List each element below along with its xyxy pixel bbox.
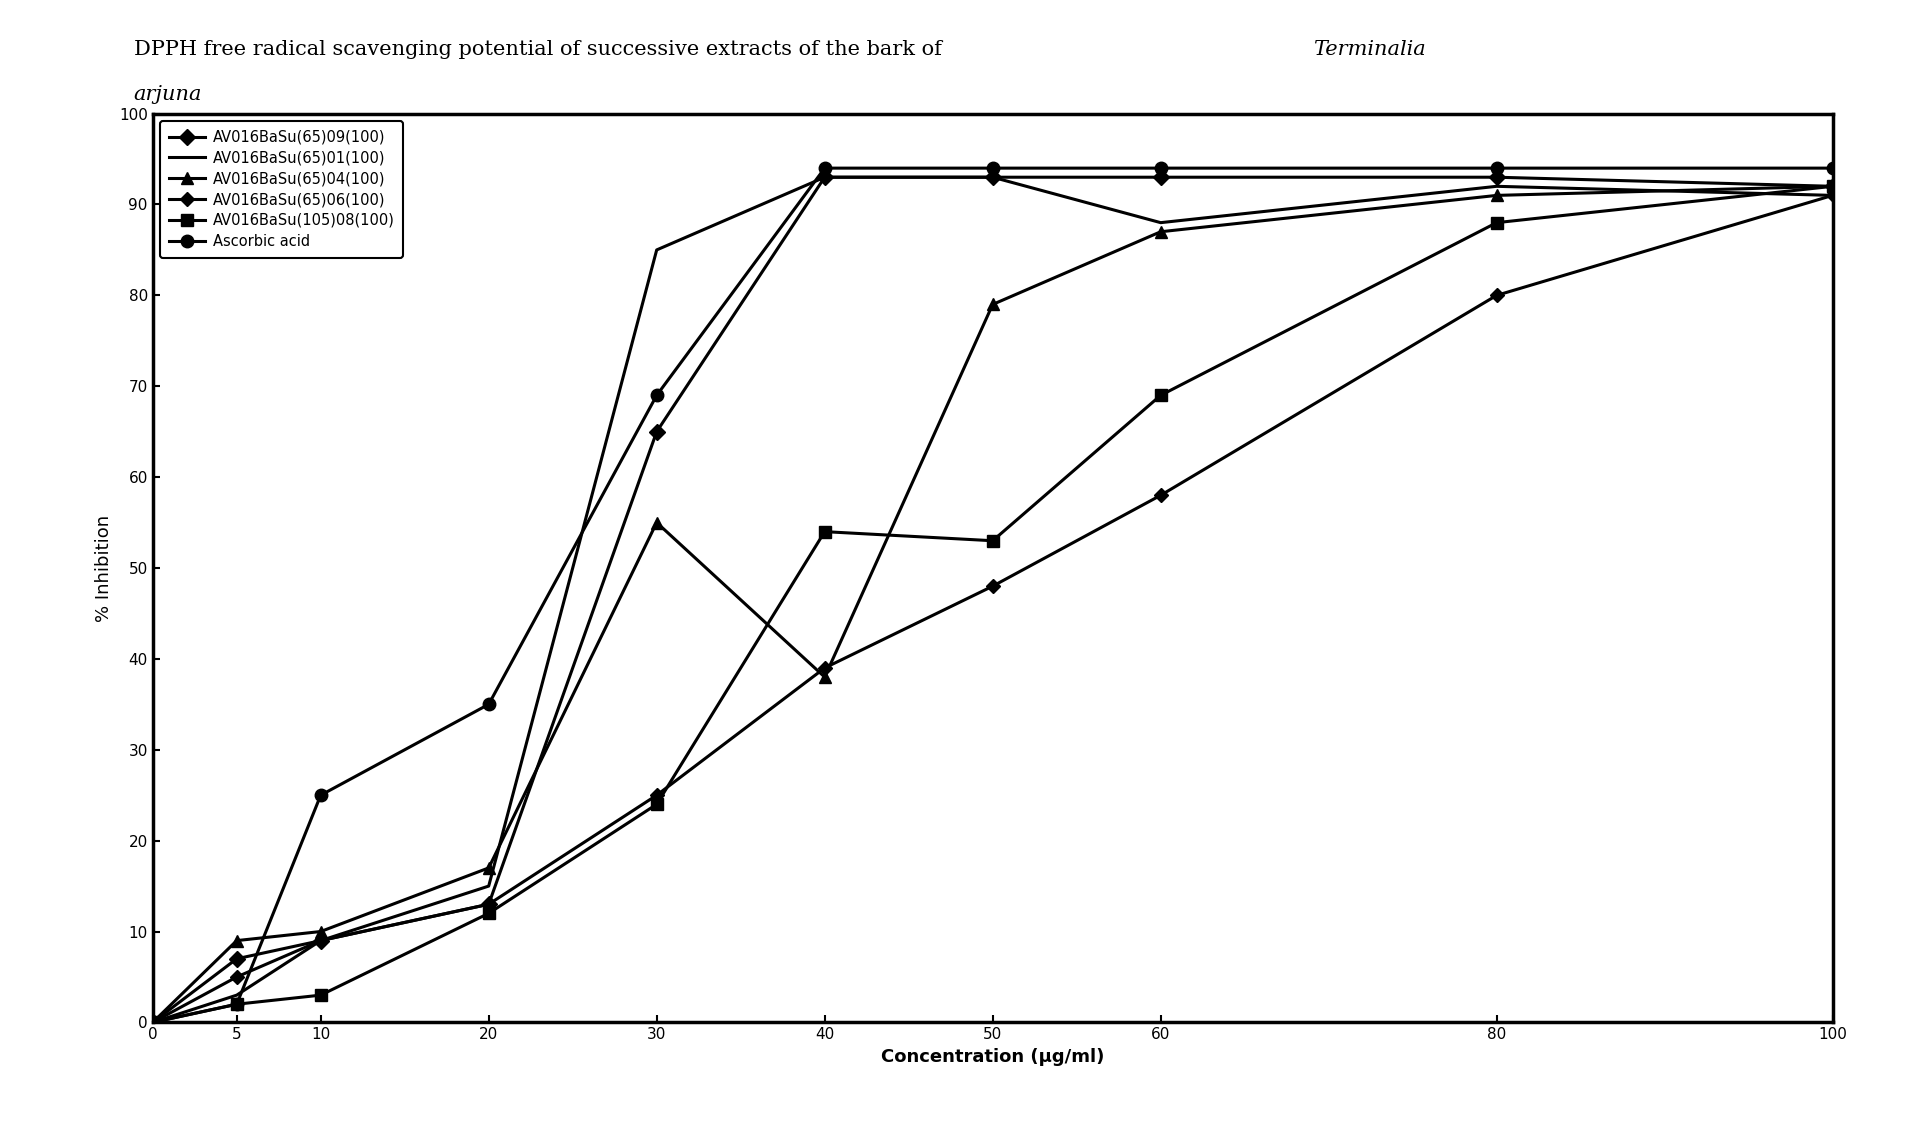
AV016BaSu(65)04(100): [1149, 225, 1172, 239]
AV016BaSu(65)01(100): [141, 1016, 164, 1029]
Ascorbic acid: [645, 389, 668, 402]
AV016BaSu(65)06(100): [1821, 189, 1844, 202]
AV016BaSu(65)09(100): [477, 897, 500, 911]
AV016BaSu(105)08(100): [477, 907, 500, 920]
AV016BaSu(65)04(100): [141, 1016, 164, 1029]
AV016BaSu(65)06(100): [645, 788, 668, 802]
AV016BaSu(105)08(100): [141, 1016, 164, 1029]
AV016BaSu(105)08(100): [1821, 179, 1844, 193]
AV016BaSu(65)04(100): [1485, 189, 1508, 202]
AV016BaSu(65)01(100): [477, 879, 500, 893]
AV016BaSu(65)06(100): [813, 661, 836, 675]
AV016BaSu(65)09(100): [1821, 179, 1844, 193]
AV016BaSu(65)04(100): [981, 298, 1004, 311]
Ascorbic acid: [981, 161, 1004, 175]
Line: AV016BaSu(65)09(100): AV016BaSu(65)09(100): [147, 172, 1838, 1028]
AV016BaSu(65)06(100): [1485, 289, 1508, 302]
AV016BaSu(65)01(100): [813, 170, 836, 184]
AV016BaSu(65)01(100): [645, 243, 668, 257]
AV016BaSu(65)09(100): [309, 934, 332, 947]
AV016BaSu(65)01(100): [981, 170, 1004, 184]
Line: AV016BaSu(65)01(100): AV016BaSu(65)01(100): [153, 177, 1833, 1022]
AV016BaSu(65)09(100): [645, 425, 668, 438]
AV016BaSu(65)04(100): [645, 516, 668, 529]
AV016BaSu(65)06(100): [1149, 488, 1172, 502]
AV016BaSu(65)04(100): [225, 934, 248, 947]
Ascorbic acid: [309, 788, 332, 802]
Line: AV016BaSu(65)04(100): AV016BaSu(65)04(100): [147, 179, 1838, 1029]
AV016BaSu(65)09(100): [1149, 170, 1172, 184]
AV016BaSu(65)04(100): [813, 670, 836, 684]
AV016BaSu(65)04(100): [309, 925, 332, 938]
Line: AV016BaSu(65)06(100): AV016BaSu(65)06(100): [147, 191, 1838, 1027]
AV016BaSu(105)08(100): [309, 988, 332, 1002]
Text: arjuna: arjuna: [134, 85, 202, 105]
Text: DPPH free radical scavenging potential of successive extracts of the bark of: DPPH free radical scavenging potential o…: [134, 40, 949, 59]
AV016BaSu(65)06(100): [225, 970, 248, 984]
AV016BaSu(65)04(100): [477, 861, 500, 875]
AV016BaSu(65)09(100): [981, 170, 1004, 184]
AV016BaSu(65)01(100): [309, 934, 332, 947]
AV016BaSu(65)06(100): [141, 1016, 164, 1029]
Ascorbic acid: [813, 161, 836, 175]
AV016BaSu(65)06(100): [981, 579, 1004, 593]
AV016BaSu(65)06(100): [477, 897, 500, 911]
AV016BaSu(65)01(100): [1821, 189, 1844, 202]
AV016BaSu(65)09(100): [225, 952, 248, 966]
AV016BaSu(65)01(100): [1485, 179, 1508, 193]
Text: Terminalia: Terminalia: [1313, 40, 1426, 59]
Legend: AV016BaSu(65)09(100), AV016BaSu(65)01(100), AV016BaSu(65)04(100), AV016BaSu(65)0: AV016BaSu(65)09(100), AV016BaSu(65)01(10…: [160, 120, 403, 258]
AV016BaSu(65)09(100): [813, 170, 836, 184]
AV016BaSu(105)08(100): [1149, 389, 1172, 402]
AV016BaSu(105)08(100): [225, 997, 248, 1011]
Ascorbic acid: [1149, 161, 1172, 175]
Ascorbic acid: [477, 698, 500, 711]
Ascorbic acid: [141, 1016, 164, 1029]
Ascorbic acid: [1821, 161, 1844, 175]
AV016BaSu(65)09(100): [1485, 170, 1508, 184]
Line: Ascorbic acid: Ascorbic acid: [147, 161, 1838, 1029]
AV016BaSu(105)08(100): [645, 797, 668, 811]
AV016BaSu(105)08(100): [813, 525, 836, 538]
AV016BaSu(105)08(100): [1485, 216, 1508, 229]
Y-axis label: % Inhibition: % Inhibition: [95, 515, 113, 621]
AV016BaSu(65)09(100): [141, 1016, 164, 1029]
Ascorbic acid: [225, 997, 248, 1011]
AV016BaSu(65)04(100): [1821, 179, 1844, 193]
AV016BaSu(105)08(100): [981, 534, 1004, 548]
AV016BaSu(65)01(100): [225, 988, 248, 1002]
X-axis label: Concentration (μg/ml): Concentration (μg/ml): [880, 1047, 1105, 1066]
AV016BaSu(65)01(100): [1149, 216, 1172, 229]
AV016BaSu(65)06(100): [309, 934, 332, 947]
Ascorbic acid: [1485, 161, 1508, 175]
Line: AV016BaSu(105)08(100): AV016BaSu(105)08(100): [147, 181, 1838, 1028]
